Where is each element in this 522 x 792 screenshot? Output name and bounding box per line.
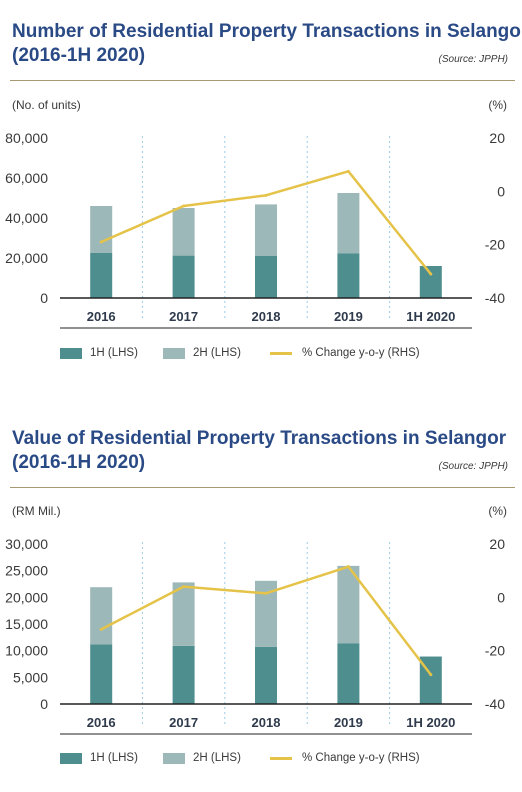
legend: 1H (LHS) 2H (LHS) % Change y-o-y (RHS): [60, 752, 500, 768]
chart-title: Number of Residential Property Transacti…: [12, 20, 522, 68]
yoy-point: [346, 565, 350, 569]
right-axis-unit: (%): [488, 504, 507, 518]
source-note: (Source: JPPH): [438, 54, 508, 65]
x-tick-label: 2017: [169, 309, 198, 324]
bar-1h: [337, 643, 360, 704]
source-note: (Source: JPPH): [438, 461, 508, 472]
bar-1h: [255, 646, 277, 704]
x-tick-label: 1H 2020: [406, 715, 455, 730]
y2-tick-label: 20: [489, 536, 505, 552]
chart-title-line1: Number of Residential Property Transacti…: [12, 21, 522, 42]
legend-item-yoy: % Change y-o-y (RHS): [270, 347, 420, 359]
legend-label-1h: 1H (LHS): [90, 752, 138, 764]
x-tick-label: 2018: [252, 309, 281, 324]
x-tick-label: 2019: [334, 309, 363, 324]
yoy-point: [99, 240, 103, 244]
y-tick-label: 30,000: [5, 536, 48, 552]
y2-tick-label: -40: [485, 696, 505, 712]
y-tick-label: 10,000: [5, 643, 48, 659]
y-tick-label: 20,000: [5, 250, 48, 266]
title-rule: [10, 487, 515, 488]
legend-item-yoy: % Change y-o-y (RHS): [270, 752, 420, 764]
yoy-point: [182, 585, 186, 589]
y-tick-label: 80,000: [5, 130, 48, 146]
y2-tick-label: 0: [497, 183, 505, 199]
legend-label-2h: 2H (LHS): [193, 752, 241, 764]
x-tick-label: 2018: [252, 715, 281, 730]
y-tick-label: 40,000: [5, 210, 48, 226]
bar-1h: [172, 645, 195, 704]
chart-title-line1: Value of Residential Property Transactio…: [12, 428, 507, 449]
left-axis-unit: (RM Mil.): [12, 504, 61, 518]
legend: 1H (LHS) 2H (LHS) % Change y-o-y (RHS): [60, 347, 500, 363]
y-tick-label: 0: [40, 290, 48, 306]
legend-label-yoy: % Change y-o-y (RHS): [302, 347, 420, 359]
bar-2h: [90, 206, 113, 253]
legend-swatch-1h: [60, 752, 82, 764]
chart-panel-units: Number of Residential Property Transacti…: [5, 20, 522, 363]
title-rule: [10, 80, 515, 81]
legend-swatch-1h: [60, 347, 82, 359]
legend-swatch-yoy: [270, 756, 292, 760]
yoy-point: [99, 627, 103, 631]
x-tick-label: 2019: [334, 715, 363, 730]
yoy-point: [264, 193, 268, 197]
bar-2h: [255, 580, 277, 647]
y2-tick-label: 0: [497, 589, 505, 605]
left-axis-unit: (No. of units): [12, 98, 81, 112]
x-tick-label: 2016: [87, 309, 116, 324]
legend-label-2h: 2H (LHS): [193, 347, 241, 359]
chart-plot: 0 5,000 10,000 15,000 20,000 25,000 30,000 -40 -…: [5, 536, 505, 735]
yoy-point: [264, 591, 268, 595]
bar-2h: [255, 204, 277, 256]
bar-2h: [172, 582, 195, 646]
legend-swatch-2h: [163, 752, 185, 764]
bar-1h: [90, 253, 113, 298]
x-tick-label: 1H 2020: [406, 309, 455, 324]
chart-plot: 0 20,000 40,000 60,000 80,000 -40 -20 0 20 2016 20…: [5, 130, 505, 329]
y-tick-label: 60,000: [5, 170, 48, 186]
legend-label-1h: 1H (LHS): [90, 347, 138, 359]
yoy-point: [182, 204, 186, 208]
bar-2h: [90, 587, 113, 645]
chart-title-line2: (2016-1H 2020): [12, 452, 146, 473]
legend-item-2h: 2H (LHS): [163, 752, 241, 764]
yoy-point: [346, 169, 350, 173]
legend-swatch-yoy: [270, 351, 292, 355]
legend-item-2h: 2H (LHS): [163, 347, 241, 359]
yoy-point: [429, 272, 433, 276]
y2-tick-label: -20: [485, 237, 505, 253]
bar-2h: [337, 565, 360, 644]
x-tick-label: 2017: [169, 715, 198, 730]
legend-item-1h: 1H (LHS): [60, 347, 138, 359]
bar-1h: [337, 253, 360, 298]
legend-label-yoy: % Change y-o-y (RHS): [302, 752, 420, 764]
y-tick-label: 25,000: [5, 563, 48, 579]
y2-tick-label: -40: [485, 290, 505, 306]
yoy-point: [429, 673, 433, 677]
bar-1h: [172, 255, 195, 298]
legend-item-1h: 1H (LHS): [60, 752, 138, 764]
bar-1h: [255, 256, 277, 298]
x-tick-label: 2016: [87, 715, 116, 730]
bar-2h: [172, 208, 195, 256]
y-tick-label: 15,000: [5, 616, 48, 632]
bar-1h: [419, 266, 442, 298]
y-tick-label: 20,000: [5, 589, 48, 605]
right-axis-unit: (%): [488, 98, 507, 112]
chart-title: Value of Residential Property Transactio…: [12, 427, 506, 475]
y-tick-label: 5,000: [13, 669, 48, 685]
y2-tick-label: 20: [489, 130, 505, 146]
y2-tick-label: -20: [485, 643, 505, 659]
y-tick-label: 0: [40, 696, 48, 712]
chart-title-line2: (2016-1H 2020): [12, 45, 146, 66]
bar-2h: [337, 193, 360, 254]
bar-1h: [90, 644, 113, 704]
legend-swatch-2h: [163, 347, 185, 359]
